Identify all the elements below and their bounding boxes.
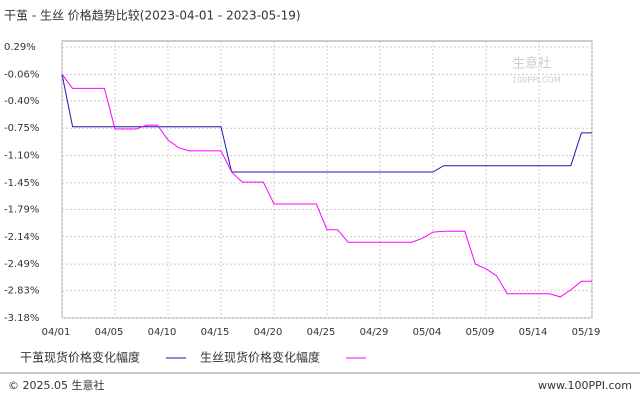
- x-tick-label: 04/29: [360, 327, 389, 338]
- footer-left: © 2025.05 生意社: [8, 378, 104, 392]
- footer-right: www.100PPI.com: [538, 379, 632, 392]
- watermark: 100PPI.COM: [512, 76, 561, 85]
- x-tick-label: 04/01: [42, 327, 71, 338]
- x-tick-label: 05/14: [519, 327, 548, 338]
- y-tick-label: -1.10%: [4, 151, 39, 162]
- series-line: [61, 73, 592, 298]
- x-tick-label: 05/09: [466, 327, 495, 338]
- series-line: [61, 74, 592, 173]
- y-tick-label: -2.14%: [4, 232, 39, 243]
- y-tick-label: -0.75%: [4, 123, 39, 134]
- x-tick-label: 05/04: [413, 327, 442, 338]
- y-tick-label: -2.49%: [4, 259, 39, 270]
- x-tick-label: 04/25: [307, 327, 336, 338]
- x-tick-label: 05/19: [572, 327, 601, 338]
- watermark: 生意社: [512, 56, 551, 72]
- y-tick-label: 0.29%: [4, 42, 36, 53]
- x-tick-label: 04/20: [254, 327, 283, 338]
- y-tick-label: -3.18%: [4, 313, 39, 324]
- x-tick-label: 04/10: [148, 327, 177, 338]
- chart-title: 干茧 - 生丝 价格趋势比较(2023-04-01 - 2023-05-19): [4, 8, 301, 23]
- legend-label: 干茧现货价格变化幅度: [20, 350, 140, 365]
- legend-label: 生丝现货价格变化幅度: [200, 350, 320, 365]
- y-tick-label: -1.45%: [4, 178, 39, 189]
- y-tick-label: -0.40%: [4, 96, 39, 107]
- y-tick-label: -2.83%: [4, 286, 39, 297]
- y-tick-label: -1.79%: [4, 204, 39, 215]
- x-tick-label: 04/15: [201, 327, 230, 338]
- x-tick-label: 04/05: [95, 327, 124, 338]
- y-tick-label: -0.06%: [4, 69, 39, 80]
